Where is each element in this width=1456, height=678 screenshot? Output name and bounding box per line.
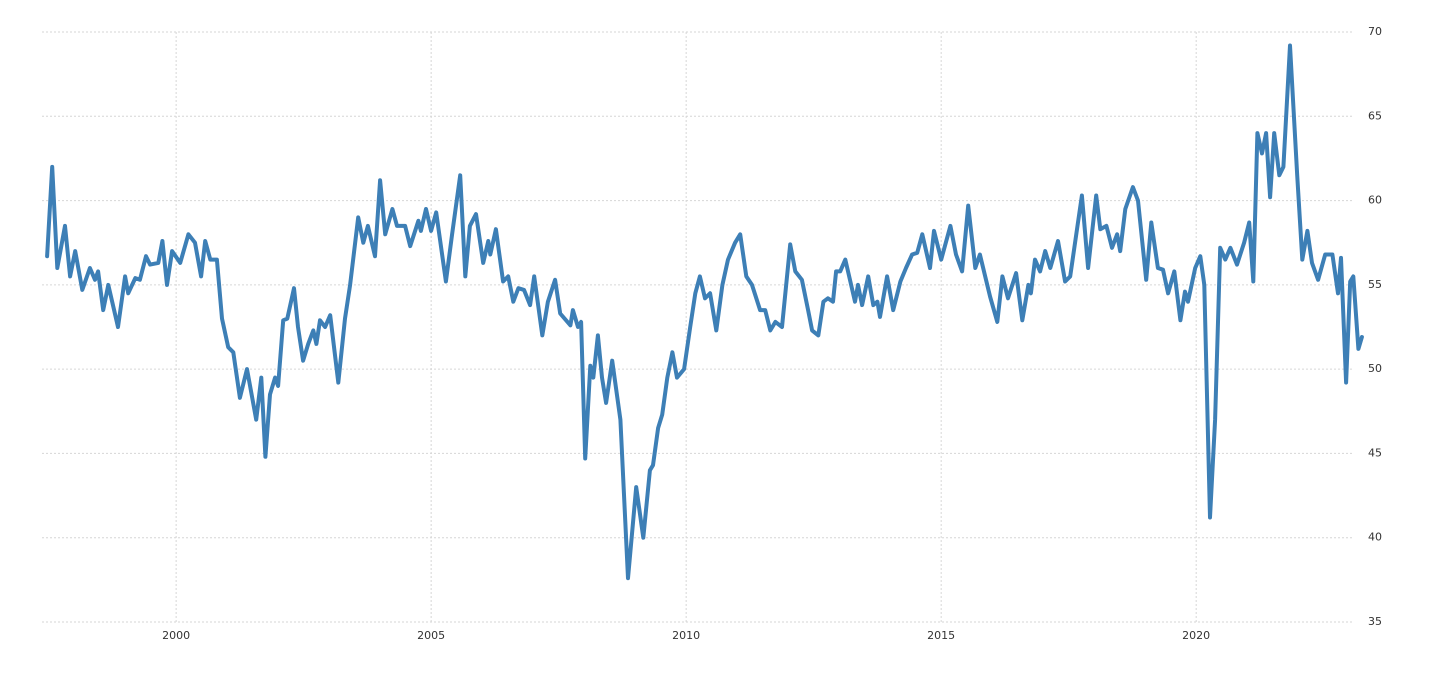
y-tick-label: 40 bbox=[1368, 531, 1382, 544]
y-tick-label: 60 bbox=[1368, 194, 1382, 207]
x-tick-label: 2020 bbox=[1182, 629, 1210, 642]
y-tick-label: 35 bbox=[1368, 615, 1382, 628]
y-tick-label: 55 bbox=[1368, 278, 1382, 291]
y-tick-label: 70 bbox=[1368, 25, 1382, 38]
y-tick-label: 50 bbox=[1368, 362, 1382, 375]
x-tick-label: 2000 bbox=[162, 629, 190, 642]
y-tick-label: 45 bbox=[1368, 446, 1382, 459]
data-line bbox=[45, 43, 1364, 581]
y-tick-label: 65 bbox=[1368, 109, 1382, 122]
x-tick-label: 2005 bbox=[417, 629, 445, 642]
x-tick-label: 2015 bbox=[927, 629, 955, 642]
x-tick-label: 2010 bbox=[672, 629, 700, 642]
